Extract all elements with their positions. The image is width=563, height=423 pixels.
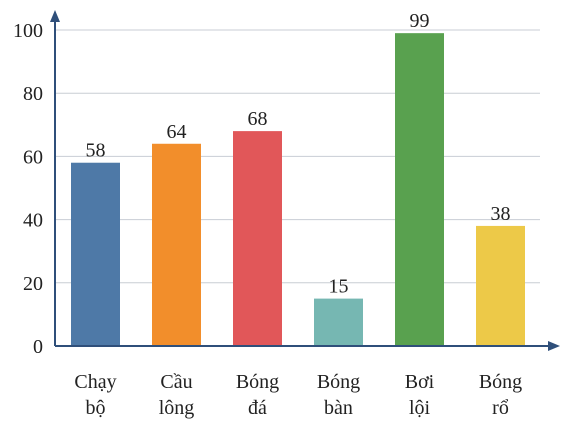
bar-2 [233, 131, 282, 346]
y-tick-label-80: 80 [23, 83, 43, 105]
category-label-1-line-0: Cầu [160, 371, 192, 393]
bar-5 [476, 225, 525, 346]
y-axis-arrow [50, 10, 60, 22]
bar-3 [314, 298, 363, 346]
grid-lines [55, 29, 540, 284]
labels: 0 20 40 60 80 100 58 Chạy bộ 64 Cầu lông 68 Bóng đá 15 B… [13, 10, 522, 419]
category-label-5-line-1: rổ [492, 397, 509, 419]
category-label-3-line-0: Bóng [317, 371, 360, 393]
category-label-2-line-1: đá [248, 397, 267, 419]
y-tick-label-100: 100 [13, 20, 43, 42]
x-axis-arrow [548, 341, 560, 351]
category-label-4-line-1: lội [409, 397, 431, 419]
category-label-2-line-0: Bóng [236, 371, 279, 393]
category-label-4-line-0: Bơi [405, 371, 435, 393]
data-label-1: 64 [167, 121, 187, 143]
category-label-0-line-0: Chạy [74, 371, 116, 393]
category-label-0-line-1: bộ [86, 397, 106, 419]
y-tick-label-20: 20 [23, 273, 43, 295]
bar-4 [395, 33, 444, 346]
y-tick-label-0: 0 [33, 336, 43, 358]
data-label-0: 58 [86, 140, 106, 162]
category-label-3-line-1: bàn [324, 397, 353, 419]
data-label-3: 15 [329, 276, 349, 298]
data-label-4: 99 [410, 10, 430, 32]
bar-1 [152, 143, 201, 346]
y-tick-label-60: 60 [23, 146, 43, 168]
category-label-1-line-1: lông [159, 397, 195, 419]
bar-0 [71, 162, 120, 346]
y-tick-label-40: 40 [23, 210, 43, 232]
category-label-5-line-0: Bóng [479, 371, 522, 393]
axes [50, 10, 560, 351]
data-label-5: 38 [491, 203, 511, 225]
data-label-2: 68 [248, 108, 268, 130]
bars [71, 33, 525, 346]
